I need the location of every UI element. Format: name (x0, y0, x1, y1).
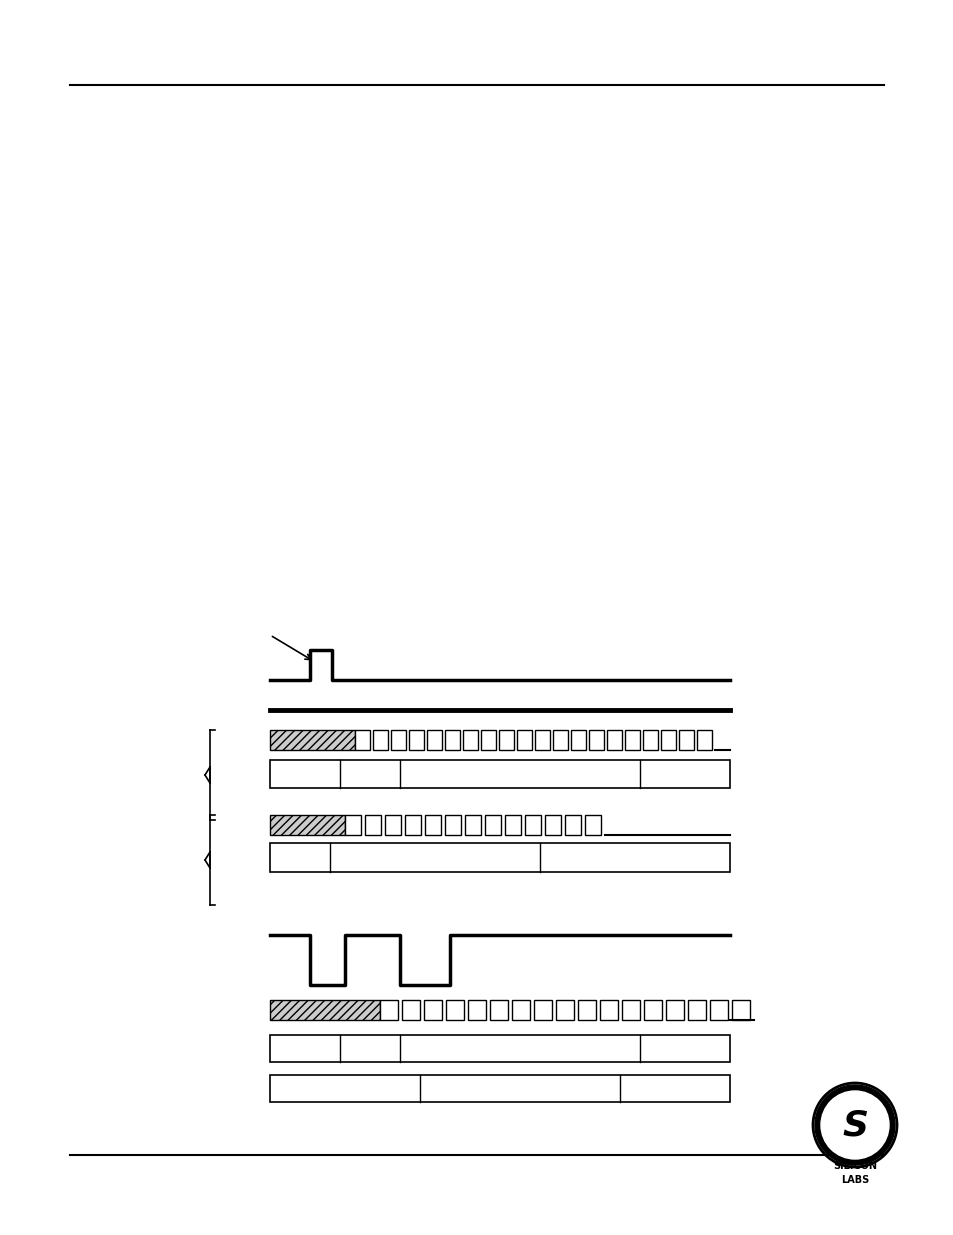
FancyBboxPatch shape (401, 1000, 419, 1020)
FancyBboxPatch shape (731, 1000, 749, 1020)
FancyBboxPatch shape (446, 1000, 463, 1020)
FancyBboxPatch shape (427, 730, 441, 750)
FancyBboxPatch shape (517, 730, 532, 750)
FancyBboxPatch shape (444, 815, 460, 835)
FancyBboxPatch shape (391, 730, 406, 750)
FancyBboxPatch shape (405, 815, 420, 835)
Circle shape (821, 1091, 888, 1158)
FancyBboxPatch shape (345, 815, 360, 835)
FancyBboxPatch shape (697, 730, 711, 750)
FancyBboxPatch shape (642, 730, 658, 750)
FancyBboxPatch shape (444, 730, 459, 750)
FancyBboxPatch shape (621, 1000, 639, 1020)
FancyBboxPatch shape (665, 1000, 683, 1020)
FancyBboxPatch shape (270, 815, 345, 835)
FancyBboxPatch shape (679, 730, 693, 750)
FancyBboxPatch shape (584, 815, 600, 835)
FancyBboxPatch shape (571, 730, 585, 750)
FancyBboxPatch shape (524, 815, 540, 835)
FancyBboxPatch shape (355, 730, 370, 750)
FancyBboxPatch shape (379, 1000, 397, 1020)
FancyBboxPatch shape (643, 1000, 661, 1020)
FancyBboxPatch shape (365, 815, 380, 835)
FancyBboxPatch shape (480, 730, 496, 750)
FancyBboxPatch shape (423, 1000, 441, 1020)
FancyBboxPatch shape (270, 1035, 729, 1062)
Text: S: S (841, 1108, 867, 1142)
FancyBboxPatch shape (687, 1000, 705, 1020)
FancyBboxPatch shape (606, 730, 621, 750)
FancyBboxPatch shape (553, 730, 567, 750)
FancyBboxPatch shape (544, 815, 560, 835)
FancyBboxPatch shape (534, 1000, 552, 1020)
FancyBboxPatch shape (373, 730, 388, 750)
FancyBboxPatch shape (564, 815, 580, 835)
FancyBboxPatch shape (484, 815, 500, 835)
FancyBboxPatch shape (270, 730, 355, 750)
FancyBboxPatch shape (556, 1000, 574, 1020)
FancyBboxPatch shape (504, 815, 520, 835)
FancyBboxPatch shape (512, 1000, 530, 1020)
Circle shape (814, 1086, 894, 1165)
FancyBboxPatch shape (535, 730, 550, 750)
FancyBboxPatch shape (660, 730, 676, 750)
FancyBboxPatch shape (385, 815, 400, 835)
FancyBboxPatch shape (490, 1000, 507, 1020)
FancyBboxPatch shape (270, 1000, 379, 1020)
FancyBboxPatch shape (270, 760, 729, 788)
FancyBboxPatch shape (624, 730, 639, 750)
FancyBboxPatch shape (424, 815, 440, 835)
FancyBboxPatch shape (599, 1000, 618, 1020)
FancyBboxPatch shape (468, 1000, 485, 1020)
FancyBboxPatch shape (270, 1074, 729, 1102)
FancyBboxPatch shape (498, 730, 514, 750)
Text: SILICON
LABS: SILICON LABS (832, 1161, 876, 1184)
FancyBboxPatch shape (588, 730, 603, 750)
FancyBboxPatch shape (462, 730, 477, 750)
FancyBboxPatch shape (464, 815, 480, 835)
FancyBboxPatch shape (409, 730, 423, 750)
FancyBboxPatch shape (709, 1000, 727, 1020)
FancyBboxPatch shape (270, 844, 729, 872)
FancyBboxPatch shape (578, 1000, 596, 1020)
